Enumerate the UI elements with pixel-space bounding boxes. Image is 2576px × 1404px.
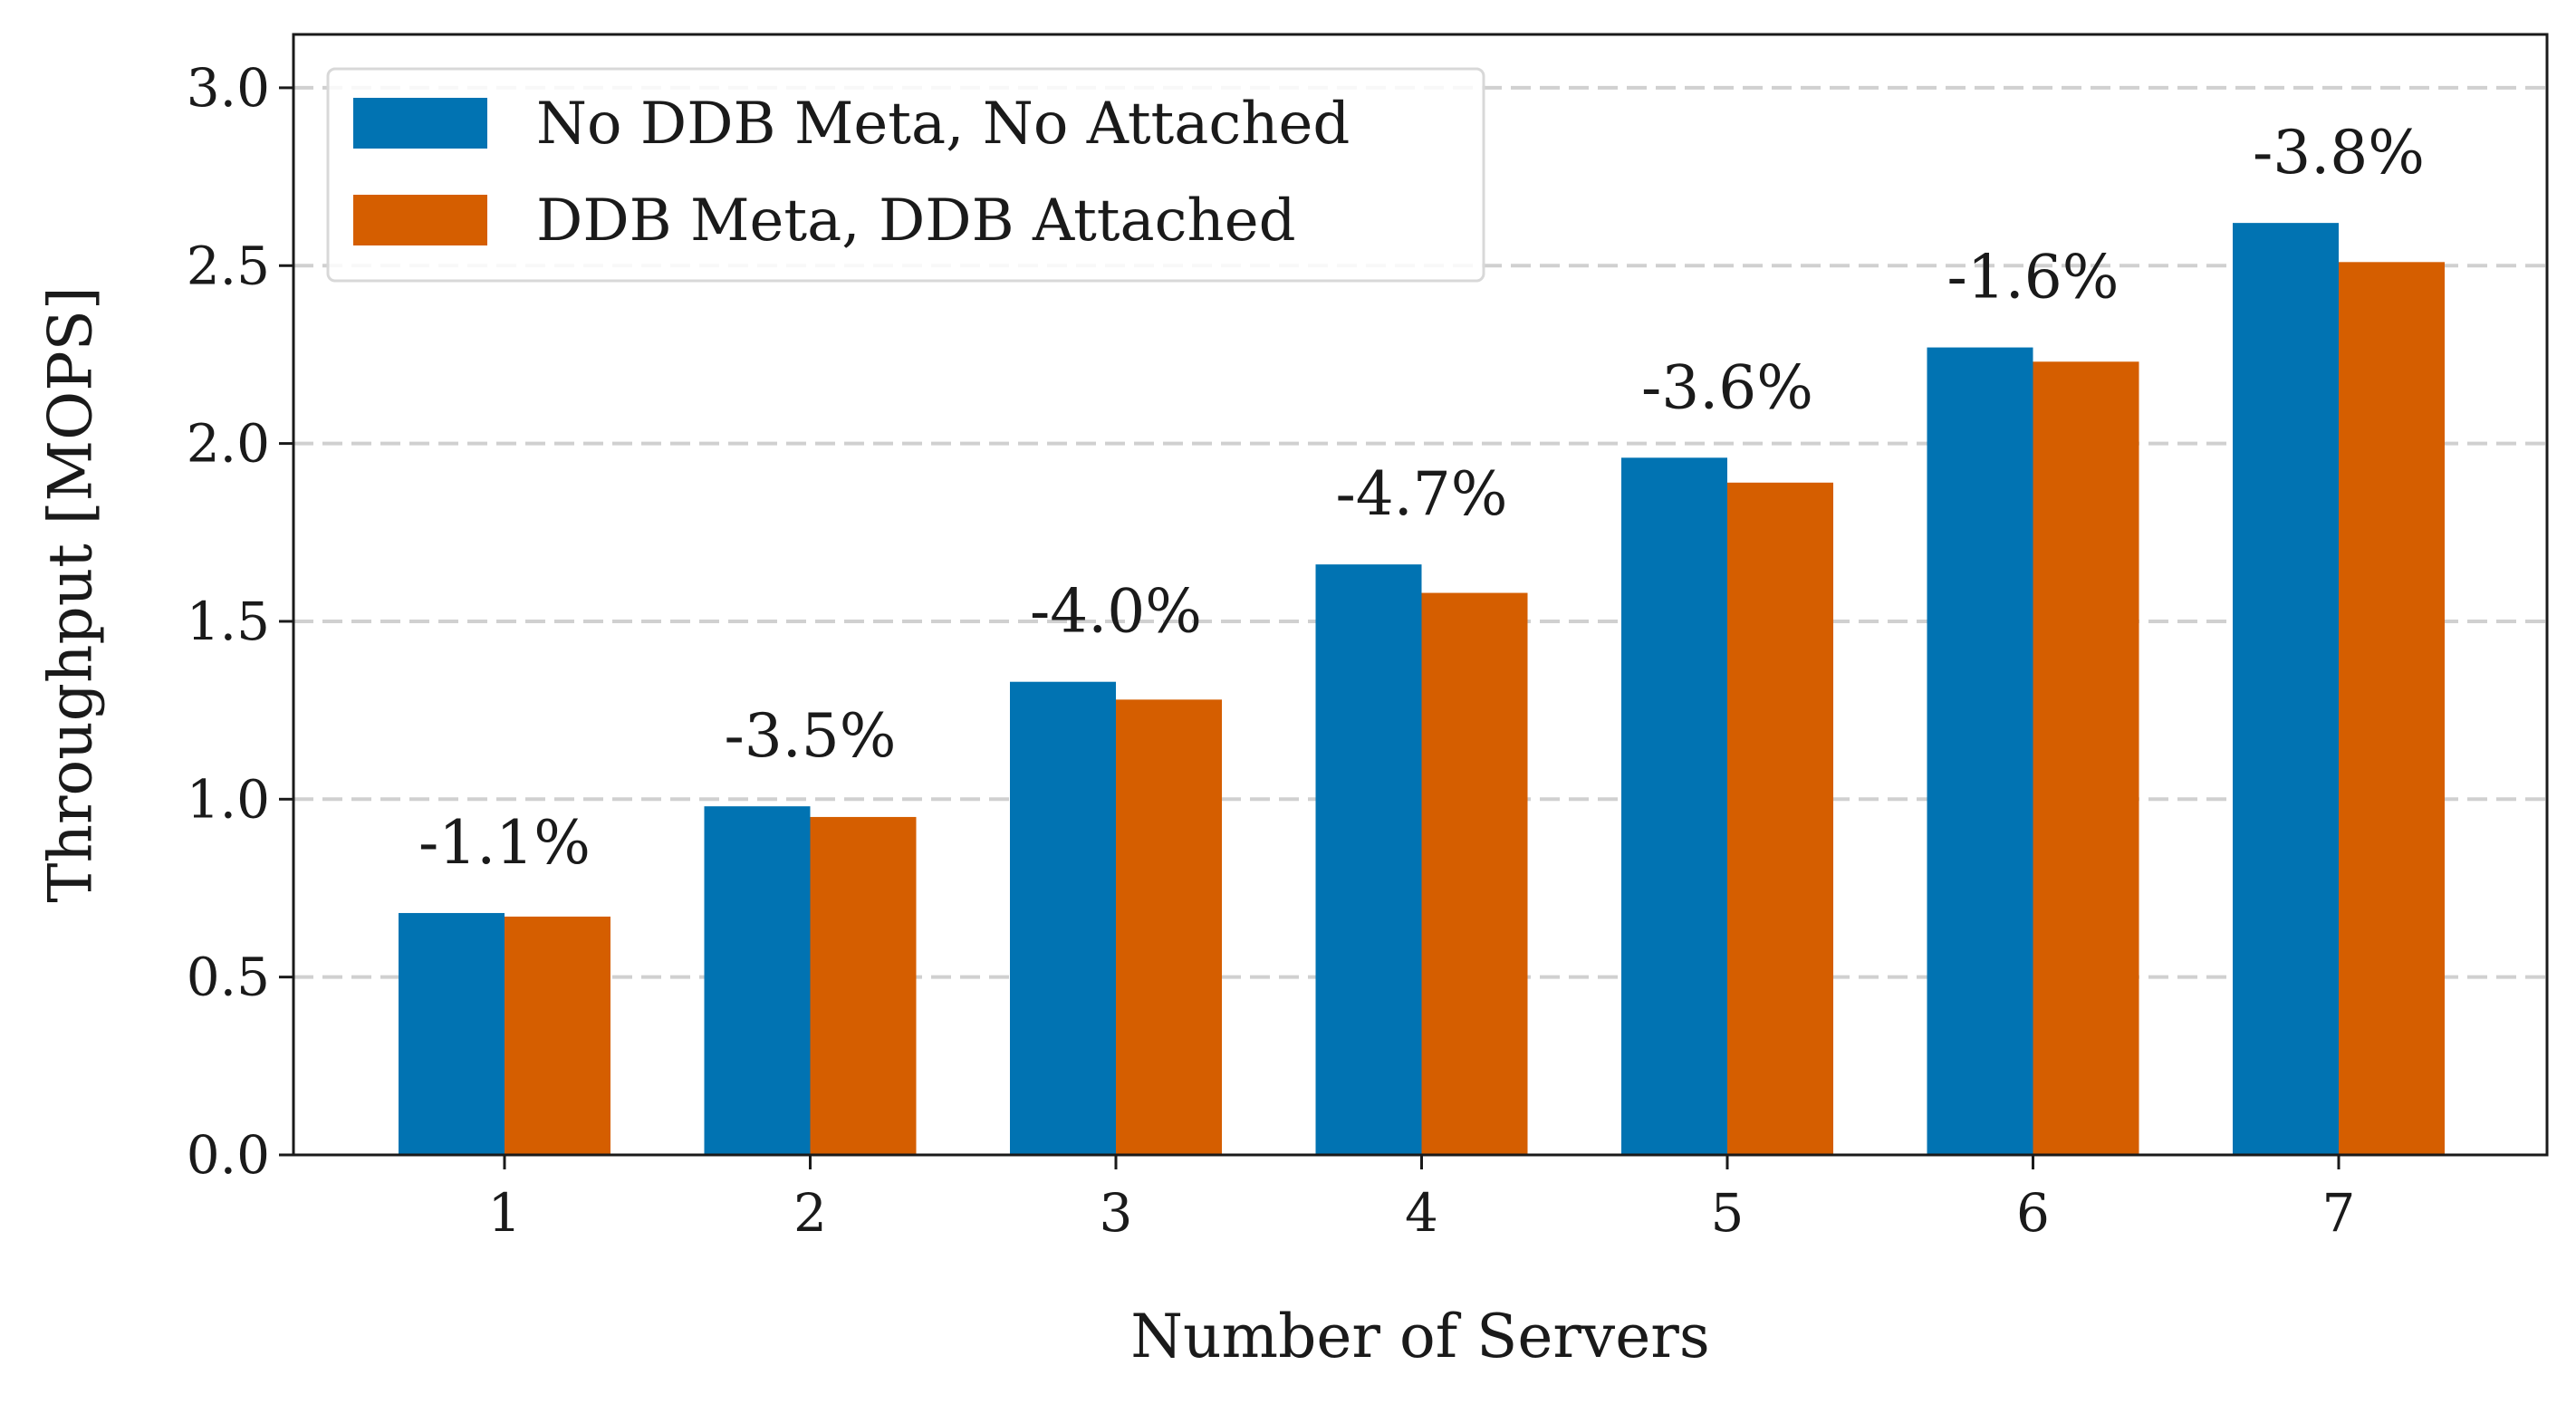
bar-annotation: -3.8% bbox=[2253, 118, 2425, 188]
y-tick-label: 2.0 bbox=[187, 413, 270, 475]
bar-no-ddb bbox=[1315, 564, 1422, 1155]
y-tick-label: 0.5 bbox=[187, 947, 270, 1008]
x-tick-label: 2 bbox=[793, 1182, 827, 1244]
bar-ddb bbox=[2339, 262, 2445, 1155]
bar-annotation: -4.7% bbox=[1336, 459, 1508, 529]
bar-ddb bbox=[1116, 699, 1222, 1155]
bar-ddb bbox=[505, 916, 610, 1155]
bar-no-ddb bbox=[1621, 457, 1727, 1155]
x-tick-label: 7 bbox=[2322, 1182, 2356, 1244]
bar-annotation: -3.5% bbox=[725, 701, 897, 771]
y-tick-label: 3.0 bbox=[187, 57, 270, 119]
legend-label: No DDB Meta, No Attached bbox=[536, 91, 1350, 158]
bar-annotation: -3.6% bbox=[1641, 352, 1813, 422]
bar-annotation: -1.1% bbox=[418, 808, 591, 878]
x-tick-label: 5 bbox=[1711, 1182, 1745, 1244]
x-tick-label: 4 bbox=[1405, 1182, 1438, 1244]
x-tick-label: 1 bbox=[488, 1182, 522, 1244]
y-axis-label: Throughput [MOPS] bbox=[36, 286, 106, 902]
bar-no-ddb bbox=[1927, 347, 2033, 1156]
bar-no-ddb bbox=[704, 806, 811, 1155]
legend-swatch bbox=[353, 195, 487, 245]
bar-no-ddb bbox=[1010, 681, 1116, 1155]
y-tick-label: 2.5 bbox=[187, 235, 270, 296]
y-tick-label: 0.0 bbox=[187, 1124, 270, 1186]
legend-label: DDB Meta, DDB Attached bbox=[536, 188, 1296, 255]
x-axis: 1 2 3 4 5 6 7 bbox=[488, 1155, 2356, 1244]
legend-box bbox=[326, 67, 1485, 283]
x-tick-label: 3 bbox=[1100, 1182, 1133, 1244]
bar-ddb bbox=[2033, 361, 2139, 1155]
bar-annotation: -1.6% bbox=[1947, 243, 2119, 313]
bar-ddb bbox=[1421, 592, 1528, 1155]
x-axis-label: Number of Servers bbox=[1130, 1302, 1709, 1371]
y-tick-label: 1.0 bbox=[187, 768, 270, 830]
legend-swatch bbox=[353, 98, 487, 149]
bar-no-ddb bbox=[399, 912, 505, 1155]
y-axis: 0.0 0.5 1.0 1.5 2.0 2.5 3.0 bbox=[187, 57, 293, 1186]
bar-annotations: -1.1% -3.5% -4.0% -4.7% -3.6% -1.6% -3.8% bbox=[418, 118, 2425, 878]
bar-annotation: -4.0% bbox=[1030, 577, 1202, 647]
y-tick-label: 1.5 bbox=[187, 591, 270, 652]
legend: No DDB Meta, No Attached DDB Meta, DDB At… bbox=[326, 67, 1485, 283]
x-tick-label: 6 bbox=[2016, 1182, 2050, 1244]
bar-no-ddb bbox=[2233, 223, 2339, 1156]
bars bbox=[399, 223, 2445, 1156]
bar-ddb bbox=[1727, 482, 1833, 1155]
bar-ddb bbox=[810, 816, 917, 1155]
